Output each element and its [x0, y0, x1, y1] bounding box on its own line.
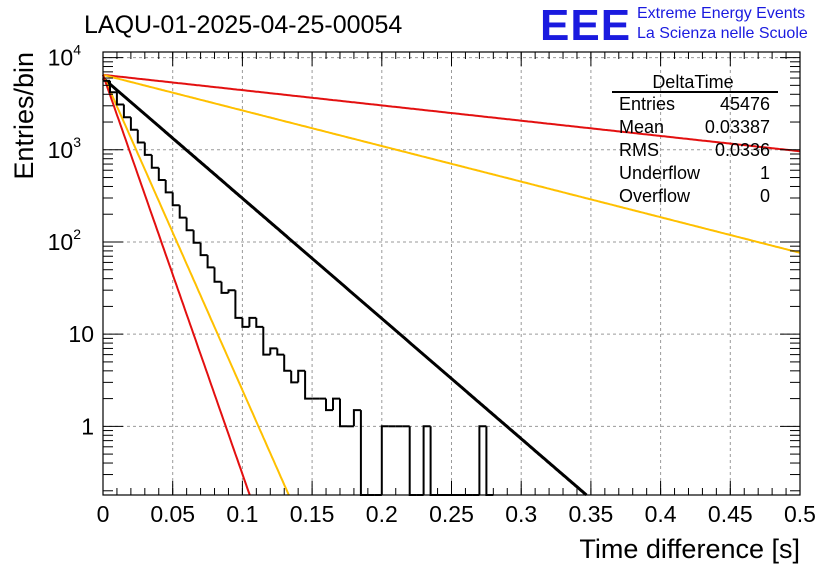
stats-value: 0.0336	[715, 140, 770, 160]
brand-line-2: La Scienza nelle Scuole	[637, 25, 808, 42]
histogram-bin	[213, 267, 222, 283]
stats-label: Underflow	[619, 163, 701, 183]
curve-yellow-slow	[102, 73, 801, 254]
x-tick-label: 0.5	[784, 501, 816, 527]
histogram-bin	[478, 425, 487, 495]
y-tick-exponent: 2	[73, 226, 81, 242]
histogram-bin	[171, 192, 180, 207]
curves	[101, 73, 801, 497]
stats-value: 0	[760, 186, 770, 206]
histogram-bin	[199, 242, 208, 257]
x-tick-label: 0.1	[226, 501, 258, 527]
histogram-bin	[234, 290, 243, 319]
chart-title: LAQU-01-2025-04-25-00054	[84, 11, 402, 39]
histogram-bin	[262, 326, 271, 356]
ticks	[102, 52, 801, 495]
curve-red-slow	[102, 73, 801, 153]
histogram-bin	[185, 217, 194, 232]
histogram-bin	[290, 370, 299, 384]
histogram-bin	[248, 316, 257, 327]
histogram-bin	[129, 117, 138, 131]
histogram-bin	[276, 348, 285, 356]
stats-label: RMS	[619, 140, 659, 160]
x-tick-labels: 0 0.05 0.1 0.15 0.2 0.25 0.3 0.35 0.4 0.45 0.5	[97, 501, 816, 527]
stats-title: DeltaTime	[652, 72, 733, 92]
stats-label: Entries	[619, 94, 675, 114]
histogram	[103, 79, 494, 496]
y-tick-exponent: 3	[73, 134, 81, 150]
histogram-bin	[359, 410, 368, 496]
histogram-bin	[429, 426, 438, 496]
histogram-bin	[408, 426, 417, 496]
x-tick-label: 0.4	[645, 501, 677, 527]
histogram-bin	[352, 409, 361, 427]
histogram-bin	[339, 398, 347, 428]
x-tick-label: 0.35	[569, 501, 614, 527]
histogram-bin	[297, 369, 306, 383]
x-tick-label: 0.05	[150, 501, 195, 527]
histogram-bin	[332, 397, 340, 411]
y-tick-label: 1	[81, 413, 94, 439]
histogram-bin	[136, 129, 145, 144]
y-tick-label: 102	[48, 226, 82, 255]
stats-value: 1	[760, 163, 770, 183]
curve-fit	[101, 76, 588, 497]
stats-rows: Entries 45476 Mean 0.03387 RMS 0.0336 Underflo…	[619, 94, 770, 206]
histogram-bin	[178, 205, 187, 219]
y-tick-labels: 1 10 102 103 104	[48, 42, 94, 440]
stats-box: DeltaTime Entries 45476 Mean 0.03387 RMS 0.03…	[612, 72, 778, 206]
histogram-bin	[164, 180, 173, 194]
histogram-bin	[380, 425, 389, 495]
histogram-bin	[220, 281, 229, 294]
x-tick-label: 0.45	[708, 501, 753, 527]
y-tick-exponent: 4	[73, 42, 81, 58]
histogram-bin	[115, 92, 124, 106]
histogram-bin	[122, 104, 131, 119]
eee-logo: EEE	[540, 1, 631, 50]
histogram-bin	[150, 154, 159, 169]
histogram-bin	[109, 80, 117, 94]
stats-value: 0.03387	[705, 117, 770, 137]
y-tick-label: 10	[68, 321, 94, 347]
x-tick-label: 0.2	[366, 501, 398, 527]
histogram-bin	[422, 425, 431, 495]
x-tick-label: 0.15	[290, 501, 335, 527]
histogram-bin	[206, 255, 215, 269]
x-axis-title: Time difference [s]	[579, 534, 800, 564]
stats-value: 45476	[720, 94, 770, 114]
histogram-bin	[283, 354, 292, 372]
histogram-bin	[192, 230, 201, 244]
histogram-bin	[325, 398, 333, 412]
x-tick-label: 0.3	[505, 501, 537, 527]
histogram-bin	[241, 317, 250, 328]
y-tick-label: 103	[48, 134, 82, 163]
histogram-bin	[485, 426, 494, 496]
y-tick-label: 104	[48, 42, 82, 71]
histogram-bin	[255, 317, 264, 328]
x-tick-label: 0.25	[429, 501, 474, 527]
x-tick-label: 0	[97, 501, 110, 527]
y-axis-title: Entries/bin	[9, 52, 39, 180]
histogram-bin	[227, 289, 236, 293]
histogram-bin	[157, 167, 166, 181]
histogram-bin	[143, 142, 152, 156]
curve-yellow-fast	[102, 74, 290, 496]
brand-line-1: Extreme Energy Events	[637, 5, 805, 22]
histogram-bin	[269, 347, 278, 355]
stats-label: Overflow	[619, 186, 691, 206]
stats-label: Mean	[619, 117, 664, 137]
curve-red-fast	[102, 74, 251, 496]
histogram-bin	[304, 370, 313, 400]
